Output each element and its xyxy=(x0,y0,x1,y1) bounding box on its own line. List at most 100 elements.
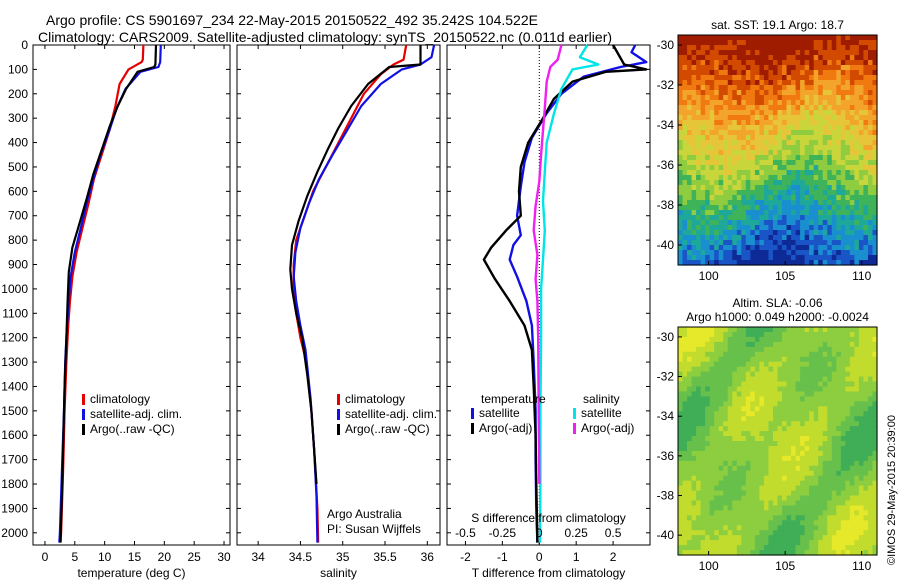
map-cell xyxy=(777,175,783,181)
map-cell xyxy=(777,426,783,432)
map-cell xyxy=(786,220,792,226)
map-cell xyxy=(718,510,724,516)
map-cell xyxy=(696,200,702,206)
map-cell xyxy=(804,100,810,106)
map-cell xyxy=(809,391,815,397)
map-cell xyxy=(800,140,806,146)
map-cell xyxy=(845,336,851,343)
map-cell xyxy=(872,431,878,437)
map-cell xyxy=(741,411,747,417)
map-cell xyxy=(714,205,720,211)
map-cell xyxy=(867,160,874,166)
map-cell xyxy=(786,341,792,348)
map-cell xyxy=(741,100,747,106)
map-cell xyxy=(809,445,815,452)
map-cell xyxy=(772,470,779,477)
map-cell xyxy=(678,45,684,51)
map-cell xyxy=(777,406,783,412)
map-cell xyxy=(687,250,693,256)
map-cell xyxy=(759,60,765,66)
map-cell xyxy=(867,140,874,146)
map-cell xyxy=(763,480,770,487)
map-cell xyxy=(800,445,806,452)
map-cell xyxy=(754,165,761,171)
map-cell xyxy=(813,245,819,251)
map-cell xyxy=(754,65,761,71)
map-cell xyxy=(705,371,711,378)
map-cell xyxy=(845,75,851,81)
map-cell xyxy=(705,515,711,521)
map-cell xyxy=(822,455,828,462)
map-cell xyxy=(777,35,783,41)
map-cell xyxy=(754,200,761,206)
map-cell xyxy=(723,135,729,141)
map-cell xyxy=(872,515,878,521)
map-cell xyxy=(732,406,738,412)
map-cell xyxy=(867,411,874,417)
map-cell xyxy=(696,421,702,427)
x-tick-label: 10 xyxy=(98,550,112,564)
map-cell xyxy=(687,465,693,472)
map-cell xyxy=(763,341,770,348)
map-cell xyxy=(763,540,770,546)
map-cell xyxy=(768,55,774,61)
map-cell xyxy=(840,520,846,526)
map-cell xyxy=(705,401,711,407)
map-cell xyxy=(786,130,792,136)
map-cell xyxy=(759,450,765,457)
map-cell xyxy=(827,381,833,388)
map-cell xyxy=(795,130,801,136)
map-cell xyxy=(782,356,788,363)
map-cell xyxy=(845,381,851,388)
map-cell xyxy=(763,225,770,231)
map-cell xyxy=(772,386,779,393)
map-cell xyxy=(741,145,747,151)
map-cell xyxy=(741,110,747,116)
map-cell xyxy=(763,361,770,368)
x-axis-label: salinity xyxy=(320,566,357,580)
map-cell xyxy=(750,95,756,101)
map-cell xyxy=(836,160,842,166)
map-cell xyxy=(849,35,855,41)
map-cell xyxy=(786,210,792,216)
map-cell xyxy=(809,135,815,141)
map-cell xyxy=(687,361,693,368)
map-cell xyxy=(718,351,724,358)
map-cell xyxy=(800,205,806,211)
map-cell xyxy=(800,441,806,447)
map-cell xyxy=(763,416,770,422)
map-cell xyxy=(804,225,810,231)
map-cell xyxy=(791,260,797,266)
map-cell xyxy=(709,426,715,432)
map-cell xyxy=(822,505,828,511)
map-cell xyxy=(763,130,770,136)
map-cell xyxy=(858,386,865,393)
map-cell xyxy=(845,376,851,383)
series-line-argo xyxy=(482,44,648,543)
map-cell xyxy=(700,341,706,348)
map-cell xyxy=(691,331,697,338)
map-cell xyxy=(763,371,770,378)
map-cell xyxy=(849,40,855,46)
map-cell xyxy=(782,441,788,447)
map-cell xyxy=(772,336,779,343)
map-cell xyxy=(813,411,819,417)
map-cell xyxy=(768,220,774,226)
map-cell xyxy=(822,520,828,526)
map-cell xyxy=(727,525,733,531)
map-cell xyxy=(872,105,878,111)
map-cell xyxy=(732,391,738,397)
map-cell xyxy=(727,327,733,333)
map-cell xyxy=(872,65,878,71)
map-cell xyxy=(827,170,833,176)
map-cell xyxy=(700,40,706,46)
map-cell xyxy=(736,210,742,216)
map-cell xyxy=(732,366,738,373)
map-cell xyxy=(723,185,729,191)
map-cell xyxy=(858,85,865,91)
map-cell xyxy=(867,416,874,422)
map-cell xyxy=(759,401,765,407)
map-cell xyxy=(754,341,761,348)
map-cell xyxy=(827,230,833,236)
map-cell xyxy=(709,336,715,343)
